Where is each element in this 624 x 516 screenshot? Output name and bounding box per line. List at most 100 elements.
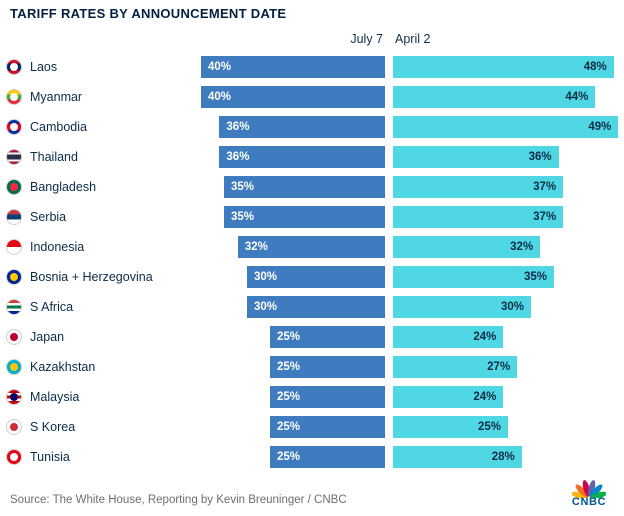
july7-bar: 40%	[201, 86, 385, 108]
april2-value: 28%	[491, 451, 515, 463]
chart-row: Kazakhstan 25% 27%	[0, 352, 624, 382]
july7-value: 36%	[226, 151, 250, 163]
april2-bar: 35%	[393, 266, 554, 288]
country-label: Cambodia	[30, 120, 87, 134]
july7-bar: 40%	[201, 56, 385, 78]
country-label: Laos	[30, 60, 58, 74]
april2-value: 37%	[533, 211, 557, 223]
country-label: Thailand	[30, 150, 78, 164]
chart-title: TARIFF RATES BY ANNOUNCEMENT DATE	[10, 6, 287, 21]
july7-value: 32%	[244, 241, 268, 253]
flag-laos-icon	[6, 59, 22, 75]
july7-value: 36%	[226, 121, 250, 133]
july7-value: 25%	[277, 391, 301, 403]
country-label: Japan	[30, 330, 65, 344]
country-label: S Korea	[30, 420, 76, 434]
april2-value: 27%	[487, 361, 511, 373]
april2-bar: 27%	[393, 356, 518, 378]
flag-malaysia-icon	[6, 389, 22, 405]
chart-row: Bosnia + Herzegovina 30% 35%	[0, 262, 624, 292]
chart-row: Malaysia 25% 24%	[0, 382, 624, 412]
april2-bar: 36%	[393, 146, 559, 168]
chart-row: Indonesia 32% 32%	[0, 232, 624, 262]
column-header-april2: April 2	[395, 32, 431, 46]
april2-bar: 28%	[393, 446, 522, 468]
country-label: Malaysia	[30, 390, 80, 404]
april2-value: 35%	[523, 271, 547, 283]
flag-myanmar-icon	[6, 89, 22, 105]
april2-value: 25%	[477, 421, 501, 433]
april2-bar: 30%	[393, 296, 531, 318]
chart-row: Laos 40% 48%	[0, 52, 624, 82]
july7-value: 35%	[231, 181, 255, 193]
flag-cambodia-icon	[6, 119, 22, 135]
country-label: Myanmar	[30, 90, 83, 104]
chart-row: Thailand 36% 36%	[0, 142, 624, 172]
july7-value: 25%	[277, 331, 301, 343]
july7-bar: 30%	[247, 266, 385, 288]
july7-bar: 35%	[224, 176, 385, 198]
april2-bar: 24%	[393, 386, 504, 408]
april2-value: 32%	[510, 241, 534, 253]
country-label: S Africa	[30, 300, 74, 314]
flag-bosnia-herzegovina-icon	[6, 269, 22, 285]
flag-kazakhstan-icon	[6, 359, 22, 375]
chart-row: Myanmar 40% 44%	[0, 82, 624, 112]
flag-serbia-icon	[6, 209, 22, 225]
april2-bar: 32%	[393, 236, 541, 258]
july7-bar: 25%	[270, 416, 385, 438]
cnbc-logo-text: CNBC	[571, 496, 607, 508]
column-header-july7: July 7	[350, 32, 383, 46]
april2-bar: 37%	[393, 176, 564, 198]
flag-indonesia-icon	[6, 239, 22, 255]
chart-row: S Korea 25% 25%	[0, 412, 624, 442]
april2-value: 44%	[565, 91, 589, 103]
country-label: Bosnia + Herzegovina	[30, 270, 153, 284]
chart-row: Tunisia 25% 28%	[0, 442, 624, 472]
chart-row: Serbia 35% 37%	[0, 202, 624, 232]
country-label: Serbia	[30, 210, 67, 224]
july7-bar: 30%	[247, 296, 385, 318]
flag-thailand-icon	[6, 149, 22, 165]
april2-bar: 44%	[393, 86, 596, 108]
july7-value: 25%	[277, 361, 301, 373]
source-text: Source: The White House, Reporting by Ke…	[10, 494, 347, 506]
flag-japan-icon	[6, 329, 22, 345]
column-headers: July 7 April 2	[0, 32, 624, 48]
flag-s-africa-icon	[6, 299, 22, 315]
april2-value: 49%	[588, 121, 612, 133]
chart-row: S Africa 30% 30%	[0, 292, 624, 322]
chart-row: Cambodia 36% 49%	[0, 112, 624, 142]
april2-value: 30%	[500, 301, 524, 313]
july7-bar: 25%	[270, 386, 385, 408]
april2-value: 37%	[533, 181, 557, 193]
july7-bar: 36%	[219, 146, 385, 168]
july7-bar: 35%	[224, 206, 385, 228]
chart-rows: Laos 40% 48% Myanmar 40% 44% Cambodia 36…	[0, 52, 624, 472]
cnbc-logo: CNBC	[566, 480, 612, 508]
july7-bar: 25%	[270, 356, 385, 378]
july7-value: 25%	[277, 451, 301, 463]
july7-value: 30%	[254, 271, 278, 283]
july7-value: 30%	[254, 301, 278, 313]
chart-row: Japan 25% 24%	[0, 322, 624, 352]
april2-value: 24%	[473, 391, 497, 403]
april2-bar: 24%	[393, 326, 504, 348]
july7-value: 40%	[208, 91, 232, 103]
april2-bar: 48%	[393, 56, 614, 78]
flag-s-korea-icon	[6, 419, 22, 435]
flag-tunisia-icon	[6, 449, 22, 465]
country-label: Bangladesh	[30, 180, 97, 194]
country-label: Tunisia	[30, 450, 70, 464]
july7-bar: 25%	[270, 326, 385, 348]
country-label: Kazakhstan	[30, 360, 96, 374]
april2-value: 48%	[583, 61, 607, 73]
july7-value: 40%	[208, 61, 232, 73]
chart-row: Bangladesh 35% 37%	[0, 172, 624, 202]
april2-bar: 25%	[393, 416, 508, 438]
april2-bar: 49%	[393, 116, 619, 138]
july7-value: 25%	[277, 421, 301, 433]
peacock-icon	[572, 480, 606, 498]
july7-bar: 25%	[270, 446, 385, 468]
